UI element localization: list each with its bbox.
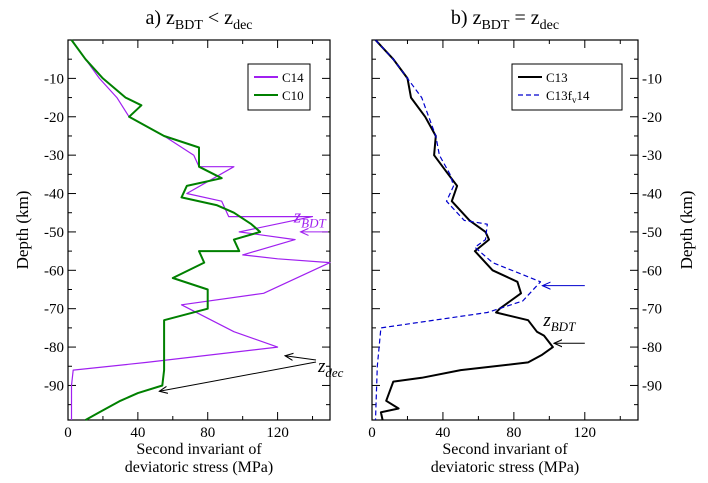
legend: C13 C13fv14 xyxy=(511,63,623,111)
series-line-c10 xyxy=(70,39,262,421)
y-tick-label: -10 xyxy=(642,71,662,87)
x-axis-label-line2: deviatoric stress (MPa) xyxy=(125,459,273,476)
x-tick-label: 80 xyxy=(200,425,215,441)
x-axis-label-line2: deviatoric stress (MPa) xyxy=(431,459,579,476)
annotation-zdec: zdec xyxy=(317,356,344,380)
y-tick-label: -10 xyxy=(44,71,64,87)
legend-label: C13 xyxy=(546,70,568,85)
y-tick-label: -30 xyxy=(44,148,64,164)
y-tick-label: -40 xyxy=(642,187,662,203)
annotation-arrow xyxy=(285,356,317,360)
series-line-c13 xyxy=(374,39,554,421)
chart-title: b) zBDT = zdec xyxy=(451,7,559,33)
y-tick-label: -60 xyxy=(44,263,64,279)
y-axis-label: Depth (km) xyxy=(677,191,696,270)
y-tick-label: -50 xyxy=(642,225,662,241)
x-tick-label: 0 xyxy=(64,425,72,441)
y-tick-label: -20 xyxy=(44,110,64,126)
chart-panel-b: b) zBDT = zdec 0 40 80 120 -10 -20 -30 -40 -50 -60… xyxy=(368,7,696,476)
x-axis-label: Second invariant of xyxy=(136,441,262,458)
annotation-zbdt: zBDT xyxy=(542,310,576,334)
legend-label: C10 xyxy=(282,88,304,103)
y-tick-label: -30 xyxy=(642,148,662,164)
legend-box xyxy=(247,63,311,111)
y-tick-label: -40 xyxy=(44,187,64,203)
x-tick-label: 40 xyxy=(435,425,450,441)
x-tick-label: 120 xyxy=(574,425,597,441)
plot-frame xyxy=(67,39,331,421)
y-tick-label: -20 xyxy=(642,110,662,126)
y-tick-label: -60 xyxy=(642,263,662,279)
annotation-arrow xyxy=(159,361,317,391)
x-tick-label: 120 xyxy=(266,425,289,441)
legend-label: C14 xyxy=(282,70,304,85)
x-tick-label: 0 xyxy=(368,425,376,441)
y-tick-label: -80 xyxy=(44,340,64,356)
y-tick-label: -90 xyxy=(642,378,662,394)
y-tick-label: -50 xyxy=(44,225,64,241)
chart-panel-a: a) zBDT < zdec 0 40 80 120 -10 -20 -30 -40 -50 -60… xyxy=(13,7,344,476)
y-tick-label: -80 xyxy=(642,340,662,356)
x-tick-label: 40 xyxy=(130,425,145,441)
y-tick-label: -90 xyxy=(44,378,64,394)
legend-label: C13fv14 xyxy=(546,88,590,105)
series-line-c13f_v14 xyxy=(374,39,542,421)
y-tick-label: -70 xyxy=(44,302,64,318)
annotation-zbdt: zBDT xyxy=(293,207,327,231)
x-axis-label: Second invariant of xyxy=(442,441,568,458)
legend-box xyxy=(511,63,623,111)
x-tick-label: 80 xyxy=(506,425,521,441)
plot-frame xyxy=(371,39,639,421)
y-axis-label: Depth (km) xyxy=(13,191,32,270)
chart-title: a) zBDT < zdec xyxy=(145,7,252,33)
y-tick-label: -70 xyxy=(642,302,662,318)
